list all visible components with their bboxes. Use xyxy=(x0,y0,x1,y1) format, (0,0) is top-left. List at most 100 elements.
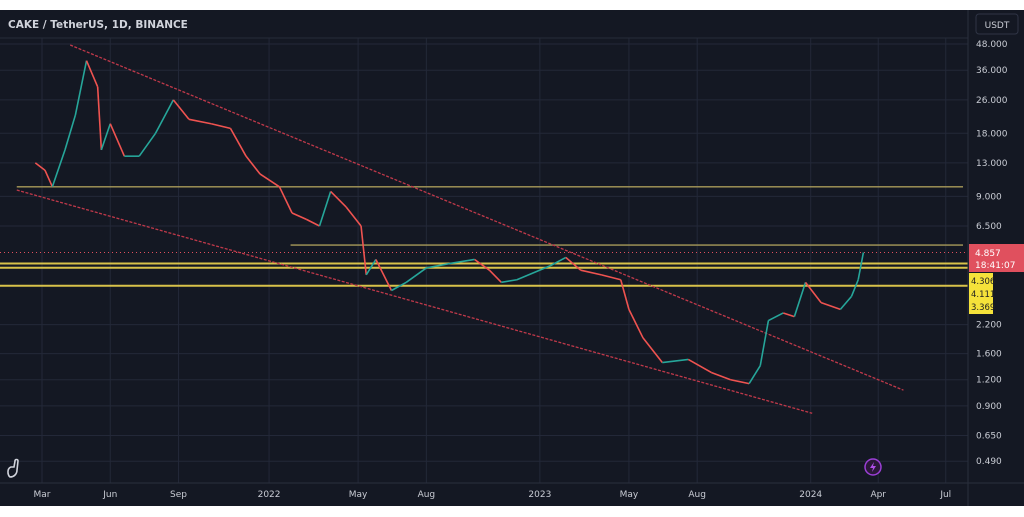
x-tick-label: May xyxy=(620,490,639,500)
candle-segment xyxy=(804,281,822,304)
y-tick-label: 0.650 xyxy=(976,432,1002,442)
candle-segment xyxy=(820,301,841,311)
candle-segment xyxy=(601,274,621,281)
candle-segment xyxy=(768,312,784,322)
candle-segment xyxy=(474,258,490,271)
candle-segment xyxy=(850,279,859,297)
currency-label: USDT xyxy=(985,21,1010,31)
candle-segment xyxy=(783,312,795,318)
candle-segment xyxy=(857,252,865,280)
level-labels-badge xyxy=(969,273,993,314)
candle-segment xyxy=(405,267,427,283)
current-price-value: 4.857 xyxy=(975,249,1001,259)
candle-segment xyxy=(662,358,689,364)
candle-segment xyxy=(100,123,112,151)
y-tick-label: 13.000 xyxy=(976,159,1008,169)
candle-segment xyxy=(172,99,190,120)
level-price-label: 3.369 xyxy=(971,303,995,313)
chart-background xyxy=(0,10,1024,506)
y-tick-label: 0.900 xyxy=(976,402,1002,412)
candle-segment xyxy=(291,212,307,220)
candle-segment xyxy=(259,173,280,188)
currency-button[interactable]: USDT xyxy=(975,13,1019,35)
candle-segment xyxy=(305,218,320,227)
y-tick-label: 36.000 xyxy=(976,66,1008,76)
candle-segment xyxy=(138,132,157,157)
y-tick-label: 26.000 xyxy=(976,96,1008,106)
x-tick-label: Jun xyxy=(102,490,117,500)
candle-segment xyxy=(34,162,46,171)
price-labels: 4.857 18:41:07 4.306 4.111 3.369 xyxy=(969,244,1024,314)
candle-segment xyxy=(501,278,518,284)
candle-segment xyxy=(565,256,582,271)
y-tick-label: 6.500 xyxy=(976,222,1002,232)
dino-logo-icon[interactable] xyxy=(7,458,19,478)
x-tick-label: Apr xyxy=(870,490,886,500)
candle-segment xyxy=(154,99,175,134)
chart-title: CAKE / TetherUS, 1D, BINANCE xyxy=(8,19,188,31)
candle-segment xyxy=(839,295,853,310)
candle-segment xyxy=(391,281,407,292)
candle-segment xyxy=(759,320,770,366)
candle-segment xyxy=(730,378,750,385)
level-price-label: 4.306 xyxy=(971,277,995,287)
lightning-icon[interactable] xyxy=(864,458,882,476)
y-tick-label: 1.600 xyxy=(976,350,1002,360)
trendline[interactable] xyxy=(69,44,904,391)
grid xyxy=(0,38,968,483)
price-series xyxy=(34,60,865,385)
x-tick-label: Aug xyxy=(688,490,706,500)
candle-segment xyxy=(449,258,475,265)
candle-segment xyxy=(748,365,761,385)
candle-segment xyxy=(345,206,362,227)
horizontal-levels xyxy=(0,186,968,287)
trendline[interactable] xyxy=(16,189,813,414)
candle-segment xyxy=(549,256,567,267)
y-tick-label: 18.000 xyxy=(976,129,1008,139)
candle-segment xyxy=(793,282,807,317)
x-tick-label: Aug xyxy=(418,490,436,500)
x-tick-label: 2022 xyxy=(258,490,281,500)
y-tick-label: 9.000 xyxy=(976,192,1002,202)
candle-segment xyxy=(642,337,663,364)
x-tick-label: Mar xyxy=(34,490,51,500)
candle-segment xyxy=(74,60,88,116)
candle-segment xyxy=(711,371,731,381)
x-tick-label: Jul xyxy=(939,490,951,500)
current-price-badge xyxy=(969,244,1024,272)
x-tick-label: May xyxy=(349,490,368,500)
candle-segment xyxy=(330,190,347,208)
trendlines xyxy=(16,44,904,414)
y-tick-label: 48.000 xyxy=(976,40,1008,50)
candle-segment xyxy=(109,123,126,157)
candle-segment xyxy=(44,169,54,188)
candle-segment xyxy=(365,259,377,276)
x-tick-label: 2023 xyxy=(528,490,551,500)
candle-segment xyxy=(51,149,66,188)
level-price-label: 4.111 xyxy=(971,290,995,300)
candle-segment xyxy=(488,269,502,283)
candle-segment xyxy=(619,279,630,310)
candle-segment xyxy=(245,155,261,175)
candle-segment xyxy=(85,60,99,88)
candle-segment xyxy=(229,127,247,157)
candle-segment xyxy=(580,269,602,276)
candle-segment xyxy=(318,191,332,227)
x-tick-label: Sep xyxy=(170,490,187,500)
x-tick-label: 2024 xyxy=(799,490,822,500)
time-axis[interactable]: Mar Jun Sep 2022 May Aug 2023 May Aug 2024 Apr Jul xyxy=(34,490,952,500)
candle-segment xyxy=(64,114,77,151)
y-tick-label: 2.200 xyxy=(976,321,1002,331)
candle-segment xyxy=(516,265,551,281)
candle-segment xyxy=(360,225,368,275)
y-tick-label: 1.200 xyxy=(976,376,1002,386)
candle-segment xyxy=(210,122,231,130)
candle-segment xyxy=(278,186,293,214)
y-tick-label: 0.490 xyxy=(976,457,1002,467)
candle-segment xyxy=(426,262,450,269)
candle-segment xyxy=(628,309,644,339)
price-axis[interactable]: 48.000 36.000 26.000 18.000 13.000 9.000 6.500… xyxy=(976,40,1008,467)
candle-segment xyxy=(687,358,712,374)
candle-segment xyxy=(375,259,393,291)
